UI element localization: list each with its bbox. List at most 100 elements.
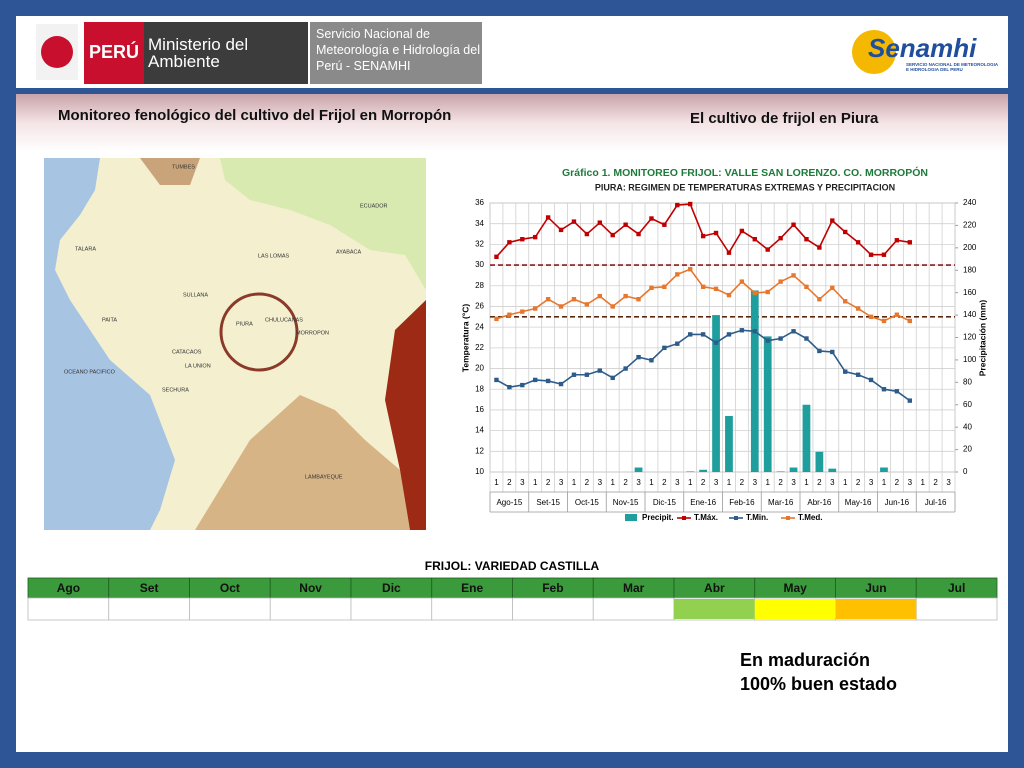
temp-marker [558,381,564,387]
month-header: Abr [704,581,725,595]
temp-marker [623,366,628,371]
temp-marker [752,237,757,242]
right-title: El cultivo de frijol en Piura [690,110,879,127]
month-header: Feb [542,581,563,595]
header-rule [16,88,1008,94]
map-label: PIURA [236,321,253,327]
left-title: Monitoreo fenológico del cultivo del Fri… [58,107,451,124]
temp-marker [713,230,719,236]
stage-cell [350,597,433,621]
temp-marker [571,219,577,224]
temp-marker [765,338,770,343]
temp-marker [907,240,912,245]
x-tick-label: 1 [727,478,732,487]
month-header: Ene [461,581,483,595]
temp-marker [713,286,719,292]
month-header: Mar [623,581,645,595]
x-tick-label: 2 [623,478,628,487]
precip-bar [712,315,720,472]
brand: Senamhi [868,33,977,63]
temp-marker [843,369,848,374]
temp-marker [597,368,602,373]
map-label: TUMBES [172,164,195,170]
temp-marker [584,231,590,237]
stage-fill [754,599,836,619]
legend-marker [734,516,738,520]
x-tick-label: 2 [546,478,551,487]
stage-cell [512,597,594,621]
temp-marker [778,235,783,241]
temp-marker [713,340,719,345]
temp-marker [636,354,641,360]
temp-marker [636,231,641,237]
stage-cell [592,597,675,621]
map-labels: TUMBES ECUADOR TALARA LAS LOMAS AYABACA … [64,164,388,480]
temp-marker [610,304,615,309]
header: PERÚ Ministerio del Ambiente Servicio Na… [36,22,998,84]
group-label: Dic-15 [653,498,677,507]
y2-tick-label: 20 [963,445,972,454]
month-header: Ago [57,581,80,595]
temp-marker [700,233,706,239]
temp-marker [533,234,538,240]
service: Servicio Nacional de Meteorología e Hidr… [316,27,480,73]
y-tick-label: 22 [475,343,484,352]
map-lambayeque [195,395,410,530]
y-tick-label: 20 [475,364,484,373]
temp-marker [662,222,667,227]
map-ecuador [220,158,426,290]
x-tick-label: 2 [740,478,745,487]
legend-label: Precipit. [642,513,674,522]
temp-marker [558,304,564,309]
temp-marker [830,218,835,223]
temp-marker [778,336,783,341]
temp-marker [520,237,525,242]
x-tick-label: 1 [494,478,499,487]
x-tick-label: 3 [675,478,680,487]
precip-bar [828,468,837,472]
month-header: Oct [220,581,240,595]
y-tick-label: 36 [475,198,484,207]
legend-swatch [625,514,637,521]
y2-tick-label: 160 [963,288,977,297]
temp-marker [571,372,577,377]
precip-bar [802,404,811,472]
temp-marker [817,348,822,354]
precip-bar [725,415,733,472]
group-label: Set-15 [536,498,560,507]
temp-marker [778,279,783,284]
precip-bar [699,469,707,472]
x-tick-label: 3 [908,478,913,487]
x-tick-label: 2 [933,478,938,487]
y2-axis-label: Precipitación (mm) [977,300,987,377]
temp-marker [649,285,654,291]
precip-bar [750,290,759,472]
temp-marker [520,382,525,388]
temp-marker [494,377,499,383]
legend-label: T.Med. [798,513,822,522]
month-header: Nov [299,581,322,595]
month-header: May [783,581,807,595]
ministry: Ministerio del Ambiente [148,36,249,71]
map-label: LAS LOMAS [258,253,290,259]
temp-marker [636,297,641,302]
phenology-table: FRIJOL: VARIEDAD CASTILLA Ago Set Oct Nov Di… [27,559,998,621]
y2-tick-label: 0 [963,467,968,476]
temp-marker [739,328,745,333]
precip-bar [634,467,643,472]
temp-marker [830,285,835,291]
brand-sub: SERVICIO NACIONAL DE METEOROLOGIA E HIDR… [906,62,998,72]
focus-circle [219,292,299,372]
temp-marker [675,272,680,277]
temp-marker [688,332,693,337]
x-tick-label: 3 [791,478,796,487]
ministry-box [144,22,308,84]
temp-marker [662,284,667,290]
map-label: SECHURA [162,387,189,393]
temp-marker [843,229,848,235]
temp-marker [507,240,512,245]
emblem [41,36,73,68]
x-tick-label: 1 [804,478,809,487]
temp-marker [545,378,551,384]
